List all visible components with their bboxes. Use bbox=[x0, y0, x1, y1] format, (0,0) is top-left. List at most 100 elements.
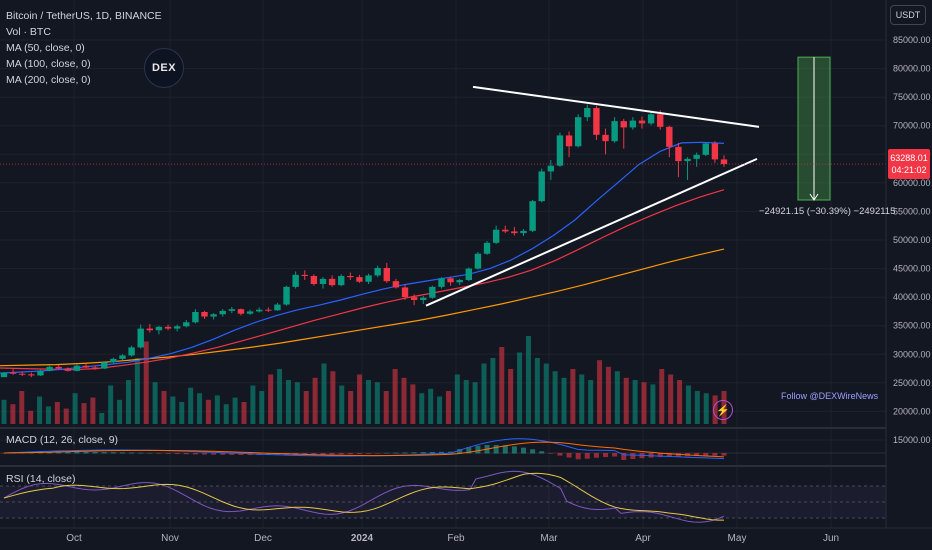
macd-histogram-bar bbox=[366, 453, 372, 454]
candle-body bbox=[301, 274, 308, 276]
volume-bar bbox=[241, 402, 247, 424]
volume-bar bbox=[232, 397, 238, 424]
volume-bar bbox=[365, 380, 371, 424]
volume-bar bbox=[1, 399, 7, 424]
volume-bar bbox=[481, 363, 487, 424]
macd-histogram-bar bbox=[384, 452, 390, 454]
macd-histogram-bar bbox=[74, 451, 80, 454]
lightning-icon[interactable]: ⚡ bbox=[713, 400, 733, 420]
macd-histogram-bar bbox=[502, 445, 508, 454]
macd-histogram-bar bbox=[666, 453, 672, 457]
rsi-title[interactable]: RSI (14, close) bbox=[6, 473, 76, 485]
volume-bar bbox=[161, 391, 167, 424]
volume-bar bbox=[259, 391, 265, 424]
candle-body bbox=[392, 281, 400, 288]
macd-histogram-bar bbox=[393, 452, 399, 454]
volume-bar bbox=[650, 384, 656, 424]
legend-ma50[interactable]: MA (50, close, 0) bbox=[6, 42, 85, 54]
volume-bar bbox=[188, 387, 194, 424]
volume-bar bbox=[499, 347, 505, 424]
candle-body bbox=[101, 362, 108, 369]
macd-histogram-bar bbox=[511, 446, 517, 454]
candle-body bbox=[292, 274, 299, 287]
candle-body bbox=[693, 154, 700, 159]
volume-bar bbox=[668, 374, 674, 424]
price-tick: 45000.00 bbox=[893, 264, 931, 274]
candle-body bbox=[46, 366, 53, 371]
current-price-tag: 63288.01 04:21:02 bbox=[888, 149, 930, 179]
candle-body bbox=[164, 326, 172, 329]
volume-bar bbox=[312, 377, 318, 424]
candle-body bbox=[520, 230, 527, 234]
macd-histogram-bar bbox=[156, 453, 162, 454]
macd-histogram-bar bbox=[703, 453, 709, 456]
candle-body bbox=[73, 365, 81, 371]
measure-label: −24921.15 (−30.39%) −2492115 bbox=[759, 206, 896, 217]
legend-ma200[interactable]: MA (200, close, 0) bbox=[6, 74, 91, 86]
candle-body bbox=[492, 229, 500, 243]
candle-body bbox=[574, 117, 582, 147]
volume-bar bbox=[277, 369, 283, 424]
volume-bar bbox=[321, 363, 327, 424]
candle-body bbox=[9, 372, 17, 374]
macd-histogram-bar bbox=[448, 451, 454, 454]
candle-body bbox=[91, 367, 99, 369]
volume-bar bbox=[143, 341, 149, 424]
volume-bar bbox=[81, 403, 87, 424]
macd-histogram-bar bbox=[420, 452, 426, 454]
candle-body bbox=[37, 370, 44, 376]
rsi-ma-line bbox=[3, 472, 724, 521]
candle-body bbox=[638, 120, 646, 124]
time-tick: Nov bbox=[161, 533, 179, 544]
volume-bar bbox=[454, 374, 460, 424]
legend-ma100[interactable]: MA (100, close, 0) bbox=[6, 58, 91, 70]
candle-body bbox=[155, 326, 163, 331]
macd-histogram-bar bbox=[83, 451, 89, 454]
macd-histogram-bar bbox=[274, 453, 280, 456]
candle-body bbox=[0, 372, 8, 378]
macd-histogram-bar bbox=[429, 451, 435, 454]
macd-histogram-bar bbox=[584, 453, 590, 459]
macd-histogram-bar bbox=[548, 453, 554, 454]
legend-volume[interactable]: Vol · BTC bbox=[6, 26, 51, 38]
volume-bar bbox=[383, 391, 389, 424]
volume-bar bbox=[623, 377, 629, 424]
macd-histogram-bar bbox=[174, 453, 180, 455]
macd-histogram-bar bbox=[475, 445, 481, 454]
macd-histogram-bar bbox=[183, 453, 189, 455]
macd-histogram-bar bbox=[630, 453, 636, 459]
volume-bar bbox=[374, 382, 380, 424]
volume-bar bbox=[125, 380, 131, 424]
volume-bar bbox=[108, 385, 114, 424]
macd-histogram-bar bbox=[110, 452, 116, 454]
candle-body bbox=[684, 158, 691, 162]
volume-bar bbox=[294, 382, 300, 424]
candle-body bbox=[666, 126, 673, 147]
macd-histogram-bar bbox=[147, 452, 153, 454]
volume-bar bbox=[703, 393, 709, 424]
macd-histogram-bar bbox=[566, 453, 572, 458]
candle-body bbox=[483, 242, 491, 254]
candle-body bbox=[210, 314, 217, 317]
legend-symbol[interactable]: Bitcoin / TetherUS, 1D, BINANCE bbox=[6, 10, 162, 22]
candle-body bbox=[675, 146, 682, 162]
candle-body bbox=[711, 143, 719, 160]
volume-bar bbox=[685, 385, 691, 424]
price-tick: 40000.00 bbox=[893, 292, 931, 302]
currency-unit-button[interactable]: USDT bbox=[890, 5, 926, 25]
volume-bar bbox=[677, 380, 683, 424]
volume-bar bbox=[19, 391, 25, 424]
candle-body bbox=[657, 114, 664, 127]
macd-histogram-bar bbox=[356, 453, 362, 454]
trend-drawings[interactable] bbox=[0, 56, 886, 307]
macd-title[interactable]: MACD (12, 26, close, 9) bbox=[6, 434, 119, 446]
candle-body bbox=[110, 358, 117, 363]
macd-histogram-bar bbox=[520, 447, 526, 454]
candle-body bbox=[119, 355, 126, 359]
candle-body bbox=[547, 165, 555, 172]
candle-body bbox=[55, 366, 62, 369]
price-tick: 85000.00 bbox=[893, 35, 931, 45]
macd-histogram-bar bbox=[311, 453, 317, 455]
